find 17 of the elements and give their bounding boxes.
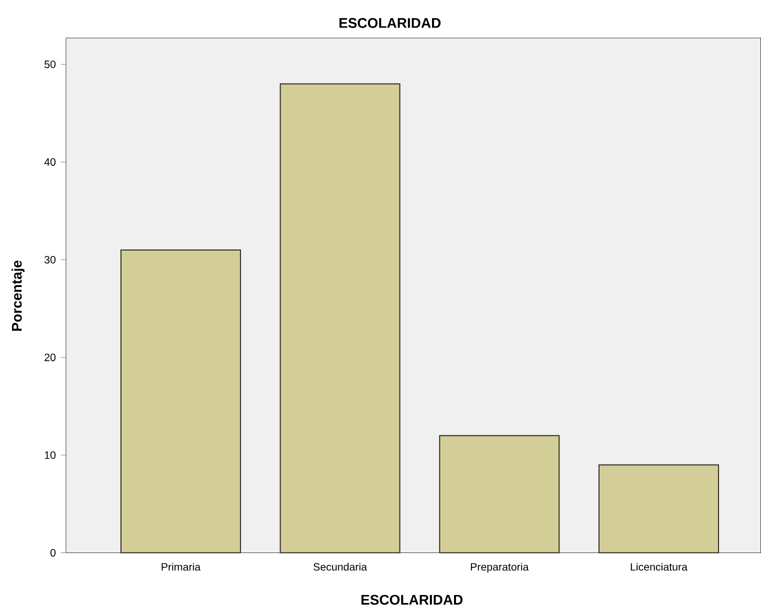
y-tick-label: 10 (44, 451, 56, 459)
y-tick-label: 0 (50, 548, 56, 556)
x-axis-title: ESCOLARIDAD (361, 594, 463, 605)
x-tick-label: Secundaria (314, 562, 368, 571)
y-tick-label: 30 (44, 256, 56, 264)
x-tick-label: Licenciatura (630, 562, 688, 571)
y-axis-title: Porcentaje (11, 260, 25, 331)
bar (120, 249, 241, 554)
chart-title: ESCOLARIDAD (339, 18, 441, 28)
y-tick-label: 20 (44, 354, 56, 362)
bar (598, 464, 720, 554)
y-tick-label: 50 (44, 60, 56, 68)
bar (439, 434, 560, 554)
y-tick-label: 40 (44, 158, 56, 166)
x-tick-label: Preparatoria (470, 562, 529, 573)
x-tick-label: Primaria (162, 562, 201, 571)
bar (280, 83, 400, 554)
